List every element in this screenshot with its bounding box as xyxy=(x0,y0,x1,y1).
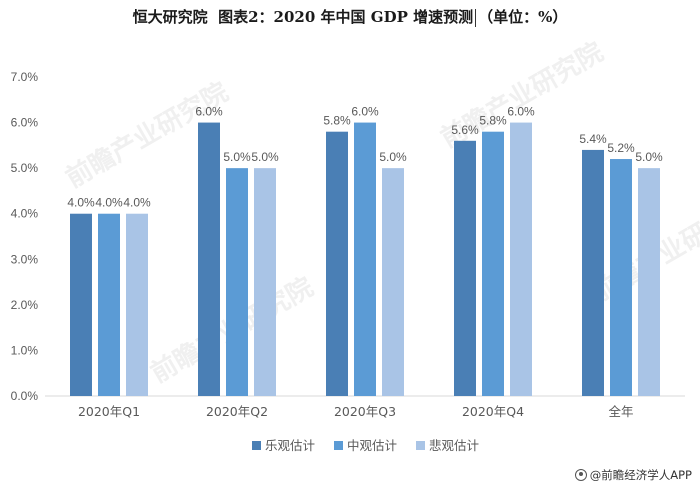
title-source: 恒大研究院 xyxy=(132,8,208,26)
data-label: 5.0% xyxy=(635,150,663,164)
bar xyxy=(254,168,276,396)
data-label: 5.8% xyxy=(323,114,351,128)
title-main: 图表2：2020 年中国 GDP 增速预测 xyxy=(218,8,474,26)
y-tick-label: 3.0% xyxy=(11,252,39,266)
y-tick-label: 5.0% xyxy=(11,161,39,175)
data-label: 5.6% xyxy=(451,123,479,137)
x-tick-label: 2020年Q4 xyxy=(462,404,524,419)
legend-swatch xyxy=(416,441,425,450)
data-label: 5.0% xyxy=(379,150,407,164)
bar xyxy=(454,140,476,396)
x-tick-label: 全年 xyxy=(608,404,633,419)
data-label: 5.8% xyxy=(479,114,507,128)
y-tick-label: 6.0% xyxy=(11,116,39,130)
chart-title: 恒大研究院 图表2：2020 年中国 GDP 增速预测 （单位：%） xyxy=(0,6,700,27)
legend-label: 乐观估计 xyxy=(265,438,315,453)
text-cursor xyxy=(475,9,477,27)
y-tick-label: 2.0% xyxy=(11,298,39,312)
data-label: 4.0% xyxy=(95,196,123,210)
y-tick-label: 0.0% xyxy=(11,389,39,403)
y-tick-label: 1.0% xyxy=(11,343,39,357)
bar xyxy=(70,213,92,396)
bar xyxy=(638,168,660,396)
title-unit: （单位：%） xyxy=(478,8,568,26)
footer-text: @前瞻经济学人APP xyxy=(589,468,692,482)
data-label: 5.4% xyxy=(579,132,607,146)
legend-label: 悲观估计 xyxy=(429,438,479,453)
footer: @前瞻经济学人APP xyxy=(574,467,692,483)
bar xyxy=(582,149,604,396)
bar xyxy=(226,168,248,396)
data-label: 5.2% xyxy=(607,141,635,155)
bar xyxy=(98,213,120,396)
bar xyxy=(354,122,376,397)
legend-swatch xyxy=(252,441,261,450)
data-label: 6.0% xyxy=(195,105,223,119)
data-label: 5.0% xyxy=(223,150,251,164)
legend-swatch xyxy=(334,441,343,450)
y-tick-label: 7.0% xyxy=(11,70,39,84)
bar xyxy=(482,131,504,396)
data-label: 5.0% xyxy=(251,150,279,164)
brand-logo-icon xyxy=(574,469,587,481)
data-label: 6.0% xyxy=(351,105,379,119)
y-tick-label: 4.0% xyxy=(11,207,39,221)
bar xyxy=(198,122,220,397)
x-tick-label: 2020年Q2 xyxy=(206,404,268,419)
data-label: 4.0% xyxy=(67,196,95,210)
bar xyxy=(326,131,348,396)
legend-label: 中观估计 xyxy=(347,438,397,453)
bar xyxy=(382,168,404,396)
data-label: 4.0% xyxy=(123,196,151,210)
data-label: 6.0% xyxy=(507,105,535,119)
bar xyxy=(126,213,148,396)
bar xyxy=(610,159,632,396)
x-tick-label: 2020年Q1 xyxy=(78,404,140,419)
x-tick-label: 2020年Q3 xyxy=(334,404,396,419)
bar xyxy=(510,122,532,397)
